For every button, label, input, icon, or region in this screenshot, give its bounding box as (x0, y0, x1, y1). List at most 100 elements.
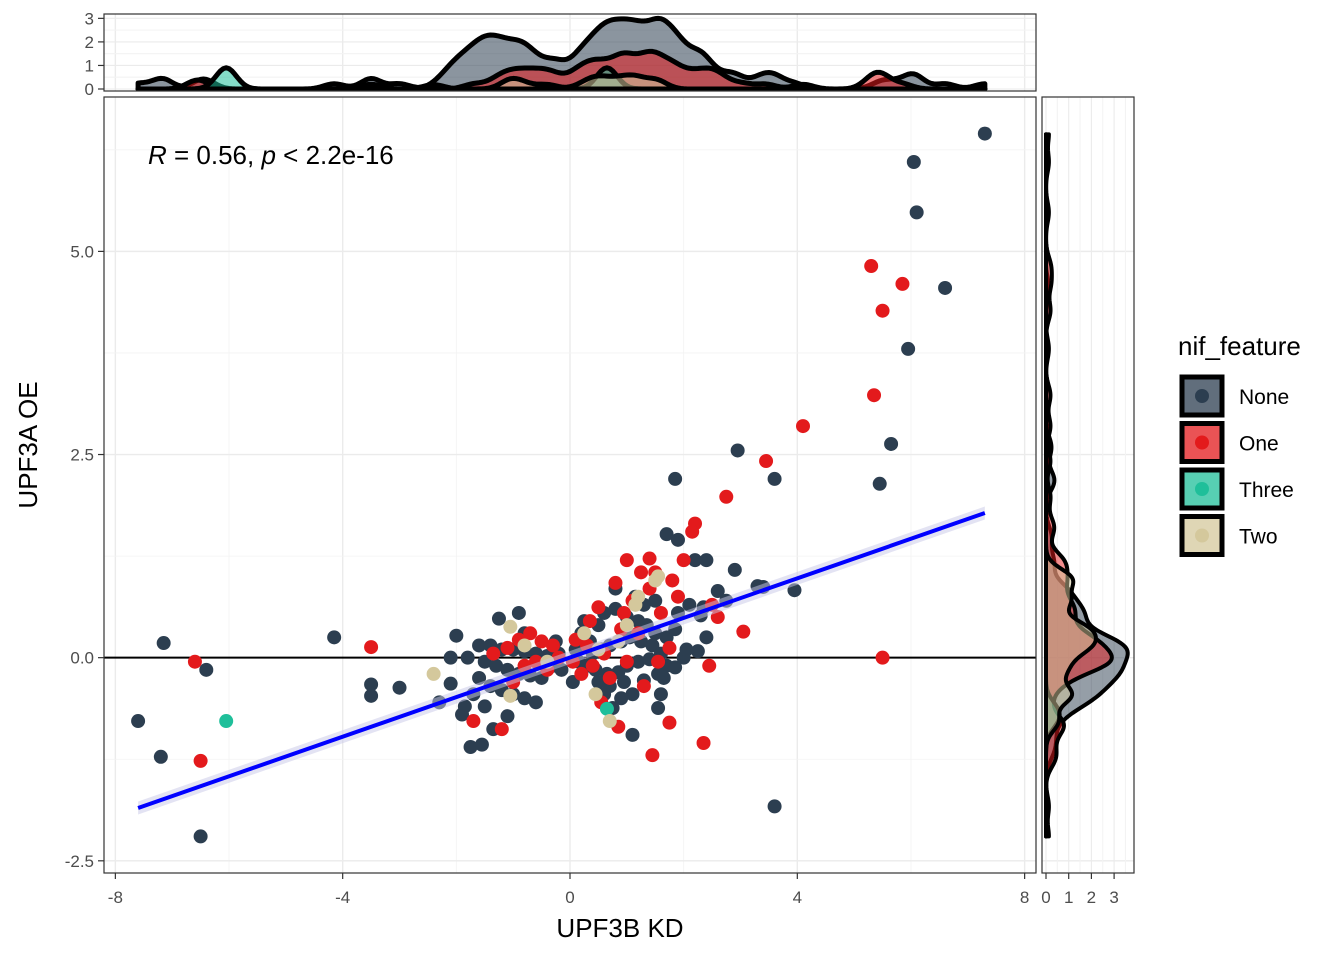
point-two (503, 688, 518, 703)
point-none (727, 562, 742, 577)
point-none (511, 605, 526, 620)
point-none (659, 527, 674, 542)
point-one (875, 303, 890, 318)
y-tick-label: -2.5 (65, 852, 94, 871)
point-none (668, 471, 683, 486)
point-none (131, 714, 146, 729)
point-none (901, 341, 916, 356)
top-density-two (135, 72, 988, 92)
point-none (906, 155, 921, 170)
y-tick-label: 2.5 (70, 446, 94, 465)
point-none (767, 471, 782, 486)
point-one (875, 650, 890, 665)
main-panel: R = 0.56, p < 2.2e-16 (103, 96, 1037, 874)
point-one (759, 454, 774, 469)
point-none (474, 737, 489, 752)
point-none (872, 476, 887, 491)
point-one (619, 654, 634, 669)
point-one (187, 654, 202, 669)
legend-title: nif_feature (1178, 331, 1301, 361)
point-none (651, 701, 666, 716)
point-one (864, 259, 879, 274)
point-one (534, 634, 549, 649)
point-none (710, 584, 725, 599)
point-one (645, 748, 660, 763)
point-one (895, 276, 910, 291)
point-none (327, 630, 342, 645)
point-none (591, 675, 606, 690)
point-two (577, 626, 592, 641)
point-none (199, 662, 214, 677)
top-marginal-axis: 0 1 2 3 (85, 9, 104, 99)
top-marginal-panel: 0 1 2 3 (85, 9, 1037, 99)
regression-line (137, 511, 986, 810)
point-none (463, 740, 478, 755)
point-one (602, 670, 617, 685)
right-marginal-border (1041, 96, 1135, 874)
point-one (523, 626, 538, 641)
point-one (702, 658, 717, 673)
point-one (736, 624, 751, 639)
point-none (767, 799, 782, 814)
right-marginal-tick-label: 2 (1087, 888, 1096, 907)
annotation-p-label: p (260, 140, 275, 170)
point-none (517, 691, 532, 706)
x-axis: -8 -4 0 4 8 (108, 873, 1029, 907)
legend: nif_feature None One Three Two (1178, 331, 1301, 557)
point-none (472, 670, 487, 685)
point-one (685, 524, 700, 539)
annotation-r-value: = 0.56, (167, 140, 262, 170)
point-two (517, 638, 532, 653)
point-none (364, 688, 379, 703)
point-none (938, 280, 953, 295)
top-marginal-tick-label: 0 (85, 80, 94, 99)
legend-label-one: One (1239, 433, 1279, 456)
point-none (193, 829, 208, 844)
point-none (614, 691, 629, 706)
x-tick-label: -8 (108, 888, 123, 907)
point-one (670, 589, 685, 604)
y-axis: -2.5 0.0 2.5 5.0 (65, 242, 104, 871)
point-none (500, 709, 515, 724)
point-none (364, 677, 379, 692)
point-none (491, 611, 506, 626)
point-none (457, 699, 472, 714)
point-none (668, 660, 683, 675)
point-none (625, 727, 640, 742)
legend-label-two: Two (1239, 526, 1278, 549)
point-one (574, 666, 589, 681)
point-one (719, 489, 734, 504)
point-three (219, 714, 234, 729)
point-none (648, 593, 663, 608)
top-marginal-tick-label: 3 (85, 9, 94, 28)
point-none (625, 687, 640, 702)
point-none (443, 650, 458, 665)
point-one (665, 573, 680, 588)
legend-label-three: Three (1239, 479, 1294, 502)
point-one (634, 565, 649, 580)
point-two (503, 619, 518, 634)
top-marginal-density (135, 15, 988, 92)
point-one (545, 638, 560, 653)
point-none (489, 658, 504, 673)
point-none (443, 676, 458, 691)
point-none (730, 443, 745, 458)
point-none (616, 675, 631, 690)
point-none (653, 687, 668, 702)
point-one (642, 551, 657, 566)
top-marginal-tick-label: 2 (85, 33, 94, 52)
point-none (699, 553, 714, 568)
right-density-two (1044, 132, 1098, 839)
right-marginal-tick-label: 3 (1109, 888, 1118, 907)
correlation-annotation: R = 0.56, p < 2.2e-16 (148, 140, 394, 170)
point-two (651, 569, 666, 584)
point-one (636, 679, 651, 694)
top-marginal-tick-label: 1 (85, 56, 94, 75)
point-none (460, 650, 475, 665)
legend-label-none: None (1239, 386, 1289, 409)
point-none (670, 532, 685, 547)
point-one (676, 553, 691, 568)
annotation-p-value: < 2.2e-16 (276, 140, 394, 170)
